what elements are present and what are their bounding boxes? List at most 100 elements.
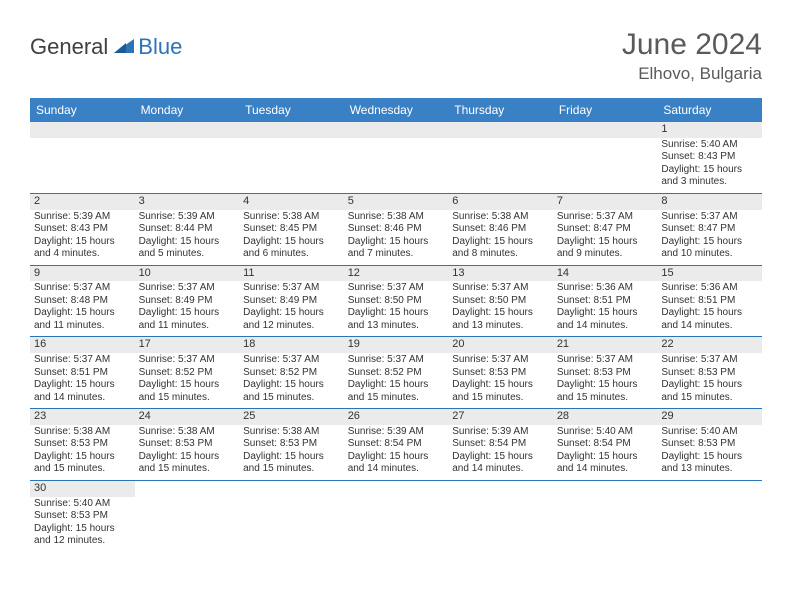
sunset-text: Sunset: 8:47 PM — [661, 223, 758, 236]
calendar-day-cell: 28Sunrise: 5:40 AMSunset: 8:54 PMDayligh… — [553, 409, 658, 481]
day-number: 11 — [239, 266, 344, 282]
daylight-text: Daylight: 15 hours and 15 minutes. — [34, 451, 131, 476]
sunrise-text: Sunrise: 5:37 AM — [348, 354, 445, 367]
sunrise-text: Sunrise: 5:39 AM — [348, 426, 445, 439]
sunset-text: Sunset: 8:53 PM — [139, 438, 236, 451]
day-number: 23 — [30, 409, 135, 425]
sunset-text: Sunset: 8:53 PM — [452, 367, 549, 380]
day-number: 9 — [30, 266, 135, 282]
daylight-text: Daylight: 15 hours and 15 minutes. — [348, 379, 445, 404]
daylight-text: Daylight: 15 hours and 15 minutes. — [139, 451, 236, 476]
day-header: Saturday — [657, 98, 762, 122]
day-number-empty — [239, 122, 344, 138]
day-number: 21 — [553, 337, 658, 353]
location-label: Elhovo, Bulgaria — [622, 64, 762, 84]
calendar-day-cell: 3Sunrise: 5:39 AMSunset: 8:44 PMDaylight… — [135, 193, 240, 265]
daylight-text: Daylight: 15 hours and 8 minutes. — [452, 236, 549, 261]
day-number: 16 — [30, 337, 135, 353]
day-number: 8 — [657, 194, 762, 210]
day-number: 13 — [448, 266, 553, 282]
calendar-day-cell — [657, 480, 762, 551]
calendar-day-cell — [135, 480, 240, 551]
calendar-day-cell: 16Sunrise: 5:37 AMSunset: 8:51 PMDayligh… — [30, 337, 135, 409]
daylight-text: Daylight: 15 hours and 15 minutes. — [243, 451, 340, 476]
day-number: 10 — [135, 266, 240, 282]
calendar-day-cell: 25Sunrise: 5:38 AMSunset: 8:53 PMDayligh… — [239, 409, 344, 481]
day-number: 3 — [135, 194, 240, 210]
day-number: 7 — [553, 194, 658, 210]
daylight-text: Daylight: 15 hours and 15 minutes. — [661, 379, 758, 404]
sunset-text: Sunset: 8:51 PM — [661, 295, 758, 308]
calendar-day-cell: 24Sunrise: 5:38 AMSunset: 8:53 PMDayligh… — [135, 409, 240, 481]
day-number-empty — [135, 122, 240, 138]
day-header: Monday — [135, 98, 240, 122]
calendar-week-row: 1Sunrise: 5:40 AMSunset: 8:43 PMDaylight… — [30, 122, 762, 193]
daylight-text: Daylight: 15 hours and 15 minutes. — [243, 379, 340, 404]
calendar-day-cell — [553, 480, 658, 551]
daylight-text: Daylight: 15 hours and 12 minutes. — [243, 307, 340, 332]
sunset-text: Sunset: 8:54 PM — [557, 438, 654, 451]
daylight-text: Daylight: 15 hours and 14 minutes. — [557, 451, 654, 476]
calendar-day-cell: 7Sunrise: 5:37 AMSunset: 8:47 PMDaylight… — [553, 193, 658, 265]
daylight-text: Daylight: 15 hours and 11 minutes. — [34, 307, 131, 332]
sunset-text: Sunset: 8:49 PM — [243, 295, 340, 308]
header: General Blue June 2024 Elhovo, Bulgaria — [30, 28, 762, 84]
sunrise-text: Sunrise: 5:38 AM — [452, 211, 549, 224]
calendar-week-row: 30Sunrise: 5:40 AMSunset: 8:53 PMDayligh… — [30, 480, 762, 551]
calendar-day-cell — [344, 480, 449, 551]
day-number-empty — [30, 122, 135, 138]
calendar-day-cell — [448, 122, 553, 193]
sunrise-text: Sunrise: 5:39 AM — [34, 211, 131, 224]
day-number: 28 — [553, 409, 658, 425]
day-number: 22 — [657, 337, 762, 353]
calendar-day-cell — [448, 480, 553, 551]
sunrise-text: Sunrise: 5:37 AM — [348, 282, 445, 295]
day-number: 25 — [239, 409, 344, 425]
day-number: 4 — [239, 194, 344, 210]
day-number: 18 — [239, 337, 344, 353]
sunrise-text: Sunrise: 5:38 AM — [243, 426, 340, 439]
sunrise-text: Sunrise: 5:37 AM — [557, 354, 654, 367]
sunset-text: Sunset: 8:45 PM — [243, 223, 340, 236]
calendar-day-cell — [30, 122, 135, 193]
calendar-day-cell — [553, 122, 658, 193]
sunset-text: Sunset: 8:53 PM — [34, 510, 131, 523]
day-number: 19 — [344, 337, 449, 353]
logo-text-general: General — [30, 34, 108, 60]
calendar-day-cell: 4Sunrise: 5:38 AMSunset: 8:45 PMDaylight… — [239, 193, 344, 265]
sunset-text: Sunset: 8:51 PM — [34, 367, 131, 380]
sunset-text: Sunset: 8:50 PM — [452, 295, 549, 308]
sunset-text: Sunset: 8:46 PM — [452, 223, 549, 236]
daylight-text: Daylight: 15 hours and 11 minutes. — [139, 307, 236, 332]
daylight-text: Daylight: 15 hours and 7 minutes. — [348, 236, 445, 261]
sunset-text: Sunset: 8:43 PM — [34, 223, 131, 236]
calendar-day-cell: 14Sunrise: 5:36 AMSunset: 8:51 PMDayligh… — [553, 265, 658, 337]
calendar-day-cell: 13Sunrise: 5:37 AMSunset: 8:50 PMDayligh… — [448, 265, 553, 337]
daylight-text: Daylight: 15 hours and 13 minutes. — [452, 307, 549, 332]
logo-sail-icon — [112, 35, 136, 60]
sunset-text: Sunset: 8:53 PM — [557, 367, 654, 380]
calendar-day-cell: 10Sunrise: 5:37 AMSunset: 8:49 PMDayligh… — [135, 265, 240, 337]
day-number: 17 — [135, 337, 240, 353]
logo: General Blue — [30, 28, 182, 60]
day-number: 30 — [30, 481, 135, 497]
logo-text-blue: Blue — [138, 34, 182, 60]
sunset-text: Sunset: 8:52 PM — [348, 367, 445, 380]
sunrise-text: Sunrise: 5:37 AM — [243, 354, 340, 367]
day-number: 1 — [657, 122, 762, 138]
calendar-table: Sunday Monday Tuesday Wednesday Thursday… — [30, 98, 762, 552]
sunset-text: Sunset: 8:54 PM — [452, 438, 549, 451]
calendar-day-cell: 26Sunrise: 5:39 AMSunset: 8:54 PMDayligh… — [344, 409, 449, 481]
calendar-day-cell: 18Sunrise: 5:37 AMSunset: 8:52 PMDayligh… — [239, 337, 344, 409]
day-number: 15 — [657, 266, 762, 282]
sunset-text: Sunset: 8:50 PM — [348, 295, 445, 308]
calendar-day-cell: 6Sunrise: 5:38 AMSunset: 8:46 PMDaylight… — [448, 193, 553, 265]
calendar-day-cell: 20Sunrise: 5:37 AMSunset: 8:53 PMDayligh… — [448, 337, 553, 409]
title-block: June 2024 Elhovo, Bulgaria — [622, 28, 762, 84]
daylight-text: Daylight: 15 hours and 14 minutes. — [661, 307, 758, 332]
sunrise-text: Sunrise: 5:38 AM — [34, 426, 131, 439]
sunrise-text: Sunrise: 5:37 AM — [243, 282, 340, 295]
calendar-day-cell: 2Sunrise: 5:39 AMSunset: 8:43 PMDaylight… — [30, 193, 135, 265]
day-number: 26 — [344, 409, 449, 425]
day-number: 2 — [30, 194, 135, 210]
